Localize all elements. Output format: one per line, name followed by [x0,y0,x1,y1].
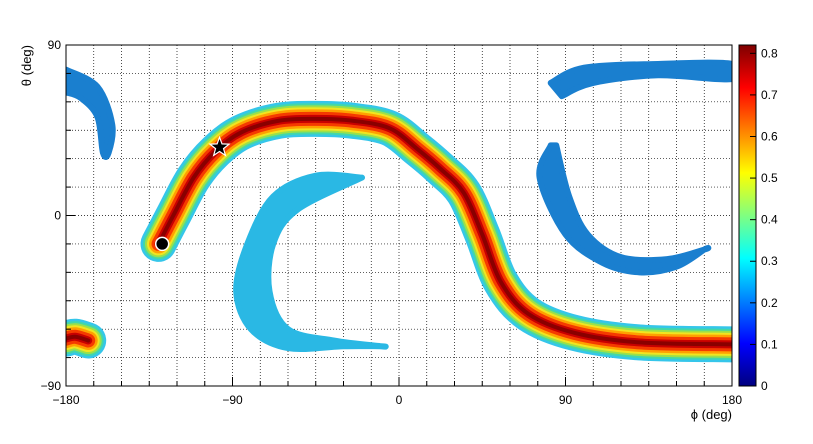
x-tick-label: 90 [559,393,573,407]
band-wrap-left-layer-7 [66,334,91,343]
y-tick-label: 90 [48,38,62,52]
colorbar-tick-label: 0.7 [761,88,778,102]
colorbar-tick-label: 0.4 [761,213,778,227]
arc-right-crescent [536,142,712,276]
colorbar-tick-label: 0.1 [761,337,778,351]
circle-marker [154,236,170,252]
x-tick-label: −180 [52,393,79,407]
arc-left-crescent [233,171,389,353]
x-axis-title: ϕ (deg) [691,407,732,422]
colorbar-scale [738,44,757,387]
colorbar-tick-label: 0.5 [761,171,778,185]
arc-top-right-arc [547,59,732,100]
colorbar-tick-label: 0.3 [761,254,778,268]
colorbar-tick-label: 0.2 [761,296,778,310]
colorbar-tick-label: 0.6 [761,129,778,143]
x-tick-label: 180 [722,393,742,407]
colorbar-tick-label: 0.8 [761,46,778,60]
colorbar: 0 0.1 0.2 0.3 0.4 0.5 0.6 0.7 0.8 [738,44,778,393]
y-tick-label: −90 [41,379,62,393]
arc-top-left-arc [66,66,116,161]
x-tick-label: 0 [396,393,403,407]
colorbar-tick-label: 0 [761,379,768,393]
y-axis-title: θ (deg) [19,45,34,86]
x-tick-label: −90 [222,393,243,407]
markers [154,135,231,252]
y-tick-label: 0 [54,209,61,223]
star-marker [208,135,231,157]
